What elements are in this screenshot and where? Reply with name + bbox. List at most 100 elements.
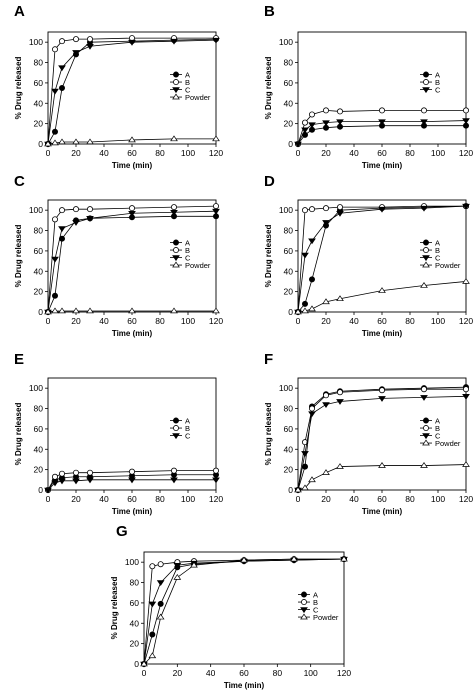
- y-tick-label: 40: [284, 98, 294, 108]
- x-tick-label: 0: [296, 494, 301, 504]
- data-point: [170, 204, 177, 211]
- x-tick-label: 0: [46, 494, 51, 504]
- legend-label: Powder: [313, 613, 339, 622]
- y-tick-label: 0: [288, 139, 293, 149]
- series-line: [297, 281, 467, 313]
- legend-label: B: [185, 424, 190, 433]
- data-point: [58, 138, 66, 145]
- data-point: [301, 439, 308, 446]
- legend-label: Powder: [435, 439, 461, 448]
- legend-marker: [300, 591, 307, 598]
- series-a: [294, 203, 469, 315]
- y-tick-label: 0: [134, 659, 139, 669]
- y-tick-label: 20: [284, 465, 294, 475]
- series-a: [45, 36, 219, 147]
- x-axis-label: Time (min): [362, 161, 403, 170]
- y-axis-label: % Drug released: [14, 225, 23, 288]
- data-point: [340, 555, 348, 562]
- y-tick-label: 80: [284, 226, 294, 236]
- x-tick-label: 40: [206, 668, 216, 678]
- series-powder: [44, 307, 220, 315]
- y-tick-label: 0: [288, 485, 293, 495]
- data-point: [462, 277, 470, 284]
- data-point: [52, 128, 59, 135]
- data-point: [52, 46, 59, 53]
- x-tick-label: 120: [337, 668, 351, 678]
- data-point: [44, 487, 52, 494]
- data-point: [59, 38, 66, 45]
- legend-label: B: [313, 598, 318, 607]
- data-point: [301, 307, 309, 314]
- data-point: [128, 477, 136, 484]
- y-tick-label: 0: [38, 307, 43, 317]
- x-tick-label: 100: [181, 148, 195, 158]
- legend-label: A: [185, 70, 190, 79]
- data-point: [212, 307, 220, 314]
- data-point: [462, 203, 470, 210]
- data-point: [73, 469, 80, 476]
- y-tick-label: 100: [125, 557, 139, 567]
- data-point: [87, 469, 94, 476]
- data-point: [86, 477, 94, 484]
- panel-e: E 0 20 40 60 80 100 120 0 20 40 60 80 100 Time (min) % …: [14, 351, 223, 516]
- data-point: [336, 108, 343, 115]
- legend-label: B: [435, 424, 440, 433]
- data-point: [420, 386, 427, 393]
- y-tick-label: 60: [284, 246, 294, 256]
- data-point: [294, 308, 302, 315]
- data-point: [44, 140, 52, 147]
- legend-marker: [422, 247, 429, 254]
- legend: ABC: [420, 70, 441, 94]
- data-point: [52, 292, 59, 299]
- data-point: [294, 486, 302, 493]
- x-tick-label: 100: [181, 316, 195, 326]
- series-c: [44, 208, 220, 316]
- plot-frame: [297, 199, 467, 313]
- y-tick-label: 40: [34, 444, 44, 454]
- legend-marker: [422, 79, 429, 86]
- series-line: [47, 205, 217, 313]
- y-tick-label: 80: [34, 226, 44, 236]
- data-point: [290, 555, 298, 562]
- x-tick-label: 60: [377, 494, 387, 504]
- x-tick-label: 20: [321, 494, 331, 504]
- x-tick-label: 80: [405, 148, 415, 158]
- x-tick-label: 0: [46, 316, 51, 326]
- legend-label: B: [435, 78, 440, 87]
- data-point: [308, 206, 315, 213]
- data-point: [336, 295, 344, 302]
- data-point: [87, 206, 94, 213]
- series-b: [294, 386, 469, 493]
- panel-label: E: [14, 351, 24, 368]
- legend-label: A: [185, 416, 190, 425]
- legend-label: C: [435, 431, 441, 440]
- legend-marker: [172, 261, 180, 268]
- data-point: [212, 467, 219, 474]
- y-axis-label: % Drug released: [264, 403, 273, 466]
- y-tick-label: 40: [284, 266, 294, 276]
- data-point: [322, 469, 330, 475]
- data-point: [128, 210, 136, 217]
- y-tick-label: 20: [34, 287, 44, 297]
- x-tick-label: 60: [127, 316, 137, 326]
- legend-marker: [300, 607, 308, 614]
- legend-label: C: [185, 253, 191, 262]
- series-line: [297, 205, 467, 313]
- data-point: [212, 203, 219, 210]
- data-point: [240, 556, 248, 563]
- y-tick-label: 20: [34, 465, 44, 475]
- y-tick-label: 60: [284, 424, 294, 434]
- data-point: [378, 287, 386, 293]
- panel-c: C 0 20 40 60 80 100 120 0 20 40 60 80 100 Time (min) % …: [14, 173, 223, 338]
- data-point: [378, 396, 386, 402]
- data-point: [170, 307, 178, 314]
- y-tick-label: 100: [29, 205, 43, 215]
- data-point: [420, 205, 428, 212]
- x-tick-label: 80: [155, 494, 165, 504]
- x-tick-label: 80: [155, 316, 165, 326]
- data-point: [336, 463, 344, 469]
